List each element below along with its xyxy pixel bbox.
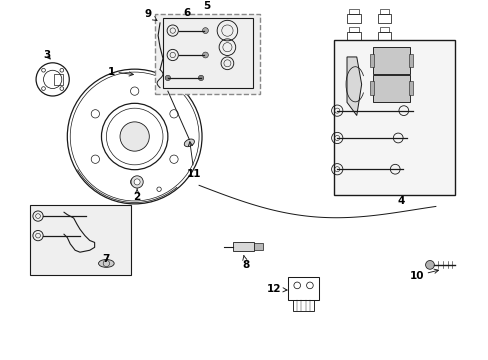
Bar [54, 73, 63, 85]
Text: 6: 6 [183, 8, 191, 18]
Bar [408, 81, 412, 95]
FancyBboxPatch shape [372, 75, 409, 102]
Bar [288, 276, 318, 300]
Text: 4: 4 [396, 197, 404, 206]
Text: 9: 9 [144, 9, 157, 21]
Bar [333, 40, 454, 195]
Text: 1: 1 [107, 67, 133, 77]
Bar [293, 300, 313, 311]
Text: 10: 10 [409, 269, 438, 281]
FancyBboxPatch shape [372, 47, 409, 74]
Circle shape [120, 122, 149, 151]
Text: 2: 2 [133, 189, 141, 202]
Circle shape [202, 28, 208, 33]
Bar [369, 54, 373, 67]
Bar [377, 32, 390, 40]
Circle shape [169, 155, 178, 163]
Polygon shape [346, 57, 361, 116]
Circle shape [91, 110, 99, 118]
Text: 8: 8 [242, 256, 249, 270]
Circle shape [130, 178, 139, 186]
Text: 3: 3 [43, 50, 50, 60]
Circle shape [134, 179, 140, 185]
Bar [377, 14, 390, 23]
Text: 7: 7 [102, 253, 110, 264]
Bar [346, 14, 360, 23]
Bar [346, 32, 360, 40]
Circle shape [91, 155, 99, 163]
Circle shape [198, 75, 203, 81]
Bar [163, 18, 253, 88]
Bar [30, 205, 131, 275]
Bar [253, 243, 262, 250]
Bar [233, 242, 253, 251]
Bar [155, 14, 260, 94]
Bar [369, 81, 373, 95]
Text: 11: 11 [186, 142, 201, 179]
Bar [408, 54, 412, 67]
Circle shape [165, 75, 170, 81]
Circle shape [157, 187, 161, 192]
Text: 5: 5 [203, 1, 210, 11]
Bar [348, 9, 358, 14]
Circle shape [202, 52, 208, 58]
Text: 12: 12 [266, 284, 286, 294]
Bar [379, 9, 388, 14]
Circle shape [425, 261, 433, 269]
Bar [379, 27, 388, 32]
Ellipse shape [184, 139, 194, 147]
Circle shape [130, 87, 139, 95]
Circle shape [169, 110, 178, 118]
Ellipse shape [99, 260, 114, 267]
Bar [348, 27, 358, 32]
Circle shape [131, 176, 143, 188]
